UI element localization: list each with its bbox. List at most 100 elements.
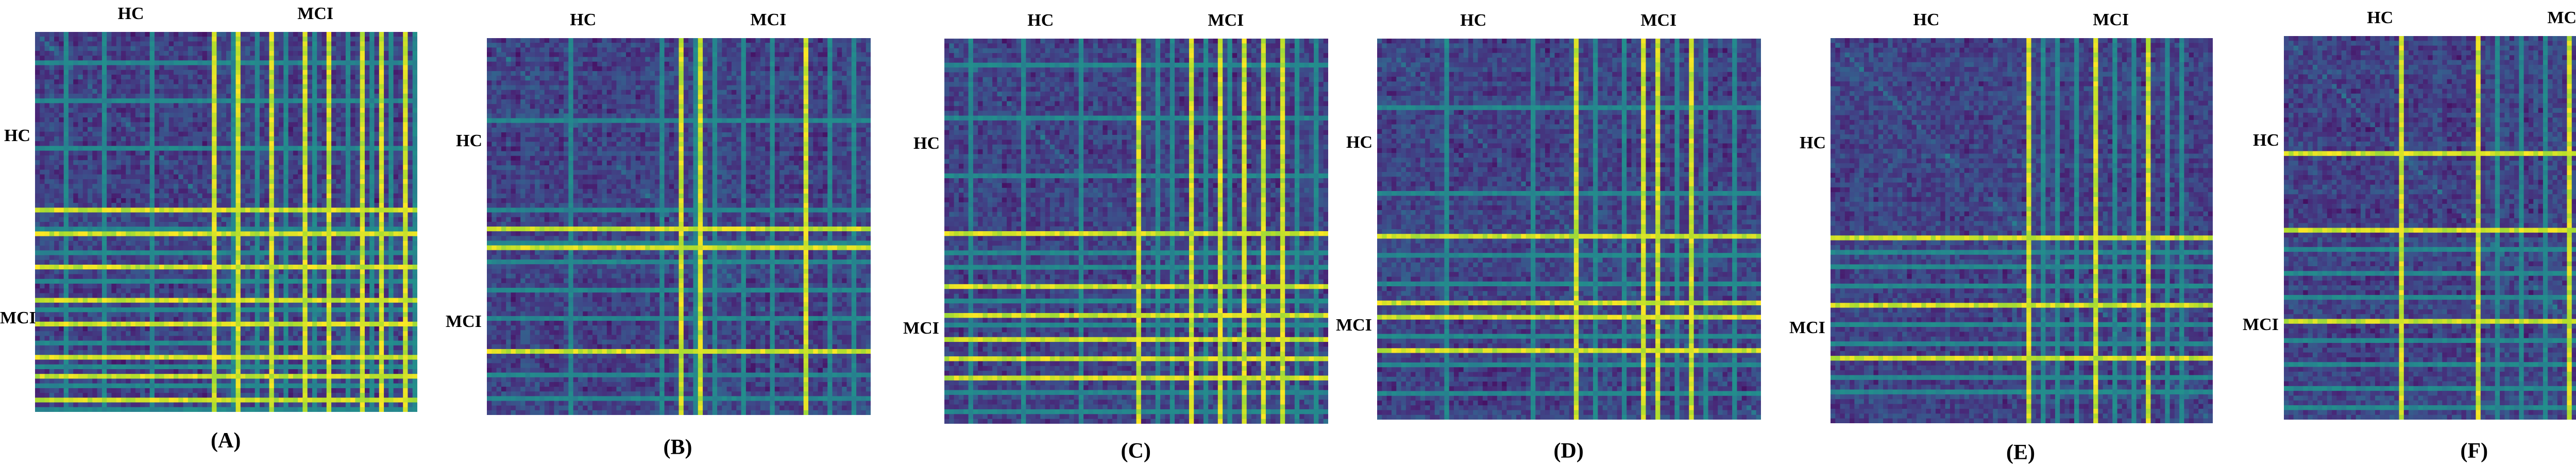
heatmap-cell <box>250 108 256 113</box>
heatmap-cell <box>364 75 370 80</box>
heatmap-cell <box>274 79 279 85</box>
heatmap-cell <box>35 70 40 75</box>
heatmap-cell <box>384 217 389 222</box>
heatmap-cell <box>159 136 165 142</box>
heatmap-cell <box>188 103 193 109</box>
heatmap-cell <box>293 160 298 165</box>
heatmap-cell <box>302 89 308 94</box>
heatmap-cell <box>35 56 40 61</box>
heatmap-cell <box>193 103 198 109</box>
heatmap-cell <box>235 160 241 165</box>
heatmap-cell <box>264 136 270 142</box>
heatmap-cell <box>183 169 189 175</box>
heatmap-cell <box>226 269 231 275</box>
heatmap-cell <box>101 112 107 118</box>
heatmap-cell <box>264 298 270 303</box>
heatmap-cell <box>78 117 83 123</box>
heatmap-cell <box>403 117 409 123</box>
heatmap-cell <box>68 298 74 303</box>
heatmap-cell <box>393 93 399 99</box>
heatmap-cell <box>149 231 155 237</box>
heatmap-cell <box>35 122 40 128</box>
heatmap-cell <box>240 84 246 90</box>
heatmap-cell <box>369 70 375 75</box>
heatmap-cell <box>40 269 45 275</box>
heatmap-cell <box>321 207 327 213</box>
heatmap-cell <box>183 217 189 222</box>
heatmap-cell <box>288 150 294 156</box>
heatmap-cell <box>321 169 327 175</box>
heatmap-cell <box>135 188 141 194</box>
heatmap-cell <box>135 75 141 80</box>
heatmap-cell <box>111 60 117 66</box>
heatmap-cell <box>364 193 370 199</box>
heatmap-cell <box>149 70 155 75</box>
heatmap-cell <box>107 179 112 184</box>
heatmap-cell <box>164 146 170 151</box>
heatmap-cell <box>135 207 141 213</box>
heatmap-cell <box>68 75 74 80</box>
heatmap-cell <box>408 160 413 165</box>
heatmap-cell <box>207 155 212 161</box>
heatmap-cell <box>121 127 126 132</box>
heatmap-cell <box>121 240 126 246</box>
heatmap-cell <box>173 174 179 180</box>
heatmap-cell <box>388 184 394 189</box>
heatmap-cell <box>364 250 370 256</box>
heatmap-cell <box>168 302 174 308</box>
heatmap-cell <box>393 70 399 75</box>
heatmap-cell <box>207 283 212 289</box>
heatmap-cell <box>73 193 79 199</box>
heatmap-cell <box>140 274 145 280</box>
heatmap-cell <box>255 302 260 308</box>
heatmap-cell <box>264 46 270 51</box>
heatmap-cell <box>221 212 227 218</box>
heatmap-cell <box>326 93 332 99</box>
heatmap-cell <box>68 217 74 222</box>
heatmap-cell <box>188 50 193 56</box>
heatmap-cell <box>331 255 336 261</box>
heatmap-cell <box>145 174 150 180</box>
heatmap-cell <box>279 198 284 203</box>
heatmap-cell <box>403 32 409 37</box>
heatmap-cell <box>183 255 189 261</box>
heatmap-cell <box>307 112 313 118</box>
heatmap-cell <box>355 136 361 142</box>
heatmap-cell <box>388 288 394 293</box>
heatmap-cell <box>101 46 107 51</box>
heatmap-cell <box>92 131 98 137</box>
heatmap-cell <box>274 260 279 265</box>
heatmap-cell <box>226 188 231 194</box>
heatmap-cell <box>255 246 260 251</box>
heatmap-cell <box>393 274 399 280</box>
heatmap-cell <box>173 93 179 99</box>
heatmap-cell <box>121 122 126 128</box>
heatmap-cell <box>398 75 403 80</box>
heatmap-cell <box>317 260 323 265</box>
heatmap-cell <box>245 274 250 280</box>
heatmap-cell <box>264 246 270 251</box>
heatmap-cell <box>197 37 203 42</box>
heatmap-cell <box>44 283 50 289</box>
heatmap-cell <box>126 321 131 327</box>
heatmap-cell <box>321 146 327 151</box>
heatmap-cell <box>393 217 399 222</box>
heatmap-cell <box>355 265 361 270</box>
heatmap-cell <box>188 250 193 256</box>
heatmap-cell <box>374 127 380 132</box>
heatmap-cell <box>168 184 174 189</box>
heatmap-cell <box>393 136 399 142</box>
heatmap-cell <box>345 108 351 113</box>
heatmap-cell <box>44 70 50 75</box>
heatmap-cell <box>388 117 394 123</box>
heatmap-cell <box>178 269 184 275</box>
heatmap-cell <box>350 203 356 208</box>
heatmap-cell <box>288 56 294 61</box>
heatmap-cell <box>173 32 179 37</box>
heatmap-cell <box>393 56 399 61</box>
heatmap-cell <box>321 188 327 194</box>
heatmap-cell <box>240 255 246 261</box>
heatmap-cell <box>245 89 250 94</box>
heatmap-cell <box>140 108 145 113</box>
heatmap-cell <box>312 93 317 99</box>
